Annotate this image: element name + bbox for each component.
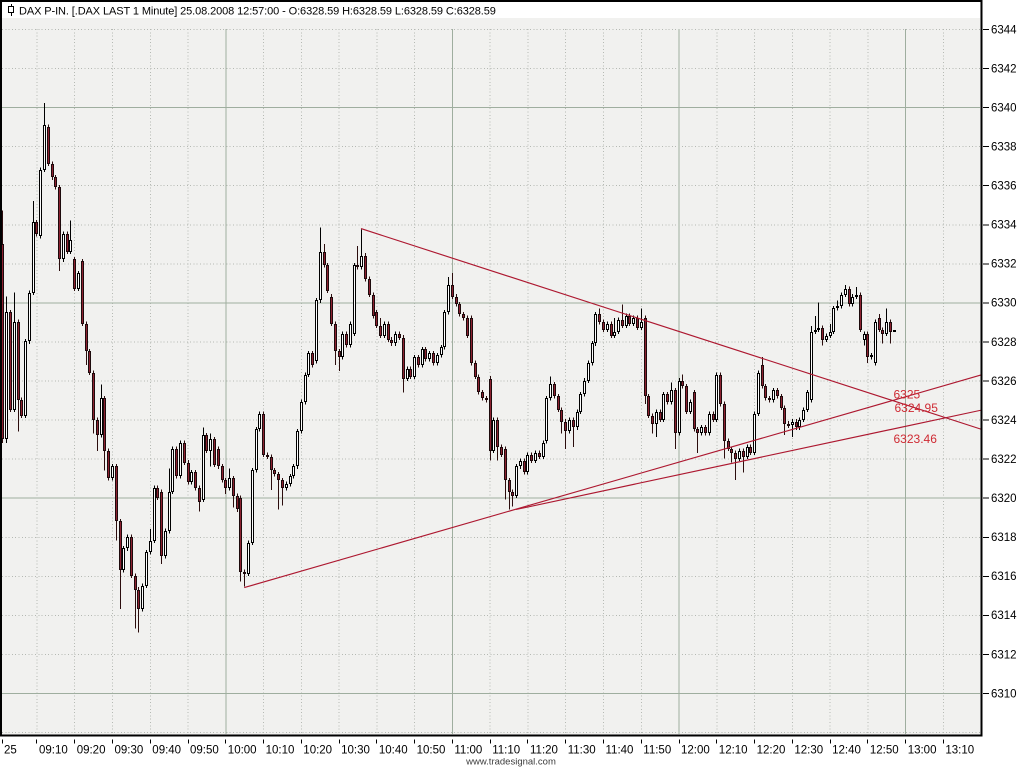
- svg-text:12:40: 12:40: [832, 745, 861, 757]
- svg-text:6336: 6336: [991, 181, 1017, 193]
- svg-text:11:40: 11:40: [606, 745, 634, 757]
- svg-text:6338: 6338: [991, 142, 1017, 154]
- svg-text:6344: 6344: [991, 24, 1017, 36]
- svg-text:11:30: 11:30: [568, 745, 596, 757]
- svg-text:11:00: 11:00: [454, 745, 482, 757]
- svg-text:6326: 6326: [991, 376, 1017, 388]
- svg-text:09:10: 09:10: [39, 745, 68, 757]
- svg-text:www.tradesignal.com: www.tradesignal.com: [465, 757, 556, 768]
- svg-text:10:20: 10:20: [303, 745, 332, 757]
- svg-text:09:50: 09:50: [190, 745, 219, 757]
- svg-text:12:50: 12:50: [870, 745, 899, 757]
- svg-text:6342: 6342: [991, 63, 1017, 75]
- svg-text:11:20: 11:20: [530, 745, 558, 757]
- svg-text:6324: 6324: [991, 415, 1017, 427]
- svg-text:6320: 6320: [991, 493, 1017, 505]
- svg-text:6330: 6330: [991, 298, 1017, 310]
- svg-text:6316: 6316: [991, 571, 1017, 583]
- svg-text:6332: 6332: [991, 259, 1017, 271]
- svg-text:6318: 6318: [991, 532, 1017, 544]
- svg-text:09:20: 09:20: [77, 745, 106, 757]
- svg-text:DAX P-IN. [.DAX LAST 1 Minute]: DAX P-IN. [.DAX LAST 1 Minute] 25.08.200…: [19, 6, 496, 18]
- svg-text:10:30: 10:30: [341, 745, 370, 757]
- svg-text:6328: 6328: [991, 337, 1017, 349]
- svg-text:11:10: 11:10: [492, 745, 520, 757]
- svg-text:13:00: 13:00: [908, 745, 937, 757]
- svg-text:12:20: 12:20: [757, 745, 786, 757]
- svg-text:10:00: 10:00: [228, 745, 257, 757]
- svg-text:25: 25: [4, 745, 17, 757]
- svg-text:09:30: 09:30: [115, 745, 144, 757]
- svg-text:6324.95: 6324.95: [895, 401, 939, 415]
- svg-text:6322: 6322: [991, 454, 1017, 466]
- svg-text:10:10: 10:10: [266, 745, 295, 757]
- svg-text:6340: 6340: [991, 102, 1017, 114]
- svg-text:6310: 6310: [991, 688, 1017, 700]
- svg-text:10:40: 10:40: [379, 745, 408, 757]
- svg-text:13:10: 13:10: [945, 745, 974, 757]
- svg-text:11:50: 11:50: [643, 745, 671, 757]
- svg-text:6314: 6314: [991, 610, 1017, 622]
- svg-text:6334: 6334: [991, 220, 1017, 232]
- svg-text:12:30: 12:30: [794, 745, 823, 757]
- svg-text:6312: 6312: [991, 649, 1017, 661]
- svg-text:12:00: 12:00: [681, 745, 710, 757]
- svg-text:6325: 6325: [894, 388, 921, 402]
- svg-text:6323.46: 6323.46: [894, 432, 938, 446]
- svg-text:10:50: 10:50: [417, 745, 446, 757]
- svg-text:12:10: 12:10: [719, 745, 748, 757]
- svg-text:09:40: 09:40: [152, 745, 181, 757]
